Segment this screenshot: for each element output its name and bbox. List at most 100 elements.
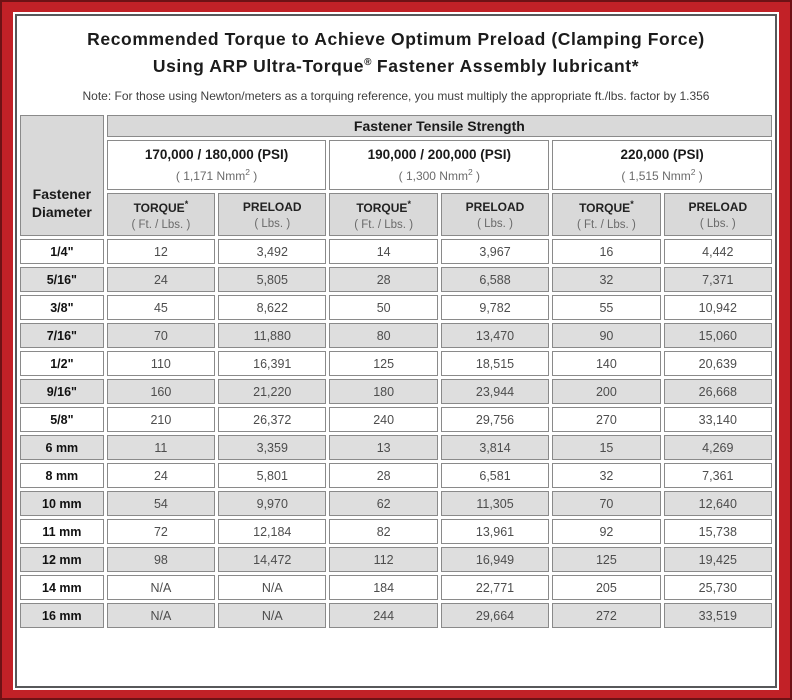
preload-value-cell: 9,970 xyxy=(218,491,327,517)
preload-value-cell: 12,184 xyxy=(218,519,327,545)
table-row: 9/16" 160 21,220 180 23,944 200 26,668 xyxy=(20,379,772,405)
torque-value-cell: 62 xyxy=(329,491,438,517)
document-panel: Recommended Torque to Achieve Optimum Pr… xyxy=(15,14,777,688)
table-row: 11 mm 72 12,184 82 13,961 92 15,738 xyxy=(20,519,772,545)
preload-value-cell: 3,967 xyxy=(440,239,550,265)
table-row: 7/16" 70 11,880 80 13,470 90 15,060 xyxy=(20,323,772,349)
preload-value-cell: 12,640 xyxy=(663,491,772,517)
preload-value-cell: 33,140 xyxy=(663,407,772,433)
preload-value-cell: 26,372 xyxy=(218,407,327,433)
preload-value-cell: N/A xyxy=(218,603,327,629)
torque-value-cell: 32 xyxy=(552,463,661,489)
table-body: 1/4" 12 3,492 14 3,967 16 4,442 5/16" 24 5,805 28 6… xyxy=(20,239,772,629)
page-title-line1: Recommended Torque to Achieve Optimum Pr… xyxy=(87,29,705,49)
torque-value-cell: 70 xyxy=(106,323,216,349)
preload-value-cell: 7,371 xyxy=(663,267,772,293)
torque-value-cell: 205 xyxy=(552,575,661,601)
note-text: Note: For those using Newton/meters as a… xyxy=(82,89,710,104)
torque-value-cell: 28 xyxy=(329,267,438,293)
psi-header-group3: 220,000 (PSI) ( 1,515 Nmm2 ) xyxy=(552,140,772,191)
preload-value-cell: 14,472 xyxy=(218,547,327,573)
preload-value-cell: 23,944 xyxy=(440,379,550,405)
torque-value-cell: 32 xyxy=(552,267,661,293)
diameter-cell: 10 mm xyxy=(20,491,104,517)
torque-value-cell: 110 xyxy=(106,351,216,377)
table-row: 5/16" 24 5,805 28 6,588 32 7,371 xyxy=(20,267,772,293)
table-row: 1/4" 12 3,492 14 3,967 16 4,442 xyxy=(20,239,772,265)
table-row: 16 mm N/A N/A 244 29,664 272 33,519 xyxy=(20,603,772,629)
preload-column-header: PRELOAD ( Lbs. ) xyxy=(663,193,772,237)
diameter-cell: 1/2" xyxy=(20,351,104,377)
preload-value-cell: 19,425 xyxy=(663,547,772,573)
torque-value-cell: 28 xyxy=(329,463,438,489)
registered-trademark-symbol: ® xyxy=(364,57,372,69)
torque-column-header: TORQUE* ( Ft. / Lbs. ) xyxy=(552,193,661,237)
preload-value-cell: 20,639 xyxy=(663,351,772,377)
preload-value-cell: 18,515 xyxy=(440,351,550,377)
group-header-tensile-strength: Fastener Tensile Strength xyxy=(106,115,772,138)
table-row: 14 mm N/A N/A 184 22,771 205 25,730 xyxy=(20,575,772,601)
torque-column-header: TORQUE* ( Ft. / Lbs. ) xyxy=(106,193,216,237)
preload-value-cell: 13,470 xyxy=(440,323,550,349)
preload-value-cell: 6,581 xyxy=(440,463,550,489)
preload-value-cell: 15,060 xyxy=(663,323,772,349)
torque-value-cell: 80 xyxy=(329,323,438,349)
diameter-cell: 16 mm xyxy=(20,603,104,629)
preload-value-cell: 26,668 xyxy=(663,379,772,405)
torque-value-cell: 210 xyxy=(106,407,216,433)
torque-value-cell: N/A xyxy=(106,575,216,601)
preload-value-cell: 29,664 xyxy=(440,603,550,629)
torque-value-cell: N/A xyxy=(106,603,216,629)
torque-value-cell: 11 xyxy=(106,435,216,461)
torque-value-cell: 90 xyxy=(552,323,661,349)
torque-column-header: TORQUE* ( Ft. / Lbs. ) xyxy=(329,193,438,237)
diameter-cell: 1/4" xyxy=(20,239,104,265)
preload-value-cell: 5,805 xyxy=(218,267,327,293)
preload-value-cell: 22,771 xyxy=(440,575,550,601)
torque-value-cell: 200 xyxy=(552,379,661,405)
torque-value-cell: 244 xyxy=(329,603,438,629)
preload-value-cell: 7,361 xyxy=(663,463,772,489)
torque-value-cell: 112 xyxy=(329,547,438,573)
psi-header-group1: 170,000 / 180,000 (PSI) ( 1,171 Nmm2 ) xyxy=(106,140,327,191)
torque-value-cell: 12 xyxy=(106,239,216,265)
preload-value-cell: 13,961 xyxy=(440,519,550,545)
torque-value-cell: 55 xyxy=(552,295,661,321)
diameter-cell: 11 mm xyxy=(20,519,104,545)
diameter-cell: 5/16" xyxy=(20,267,104,293)
preload-value-cell: 10,942 xyxy=(663,295,772,321)
preload-value-cell: 4,442 xyxy=(663,239,772,265)
preload-value-cell: 3,359 xyxy=(218,435,327,461)
psi-header-group2: 190,000 / 200,000 (PSI) ( 1,300 Nmm2 ) xyxy=(329,140,550,191)
preload-value-cell: 16,949 xyxy=(440,547,550,573)
preload-column-header: PRELOAD ( Lbs. ) xyxy=(218,193,327,237)
diameter-cell: 9/16" xyxy=(20,379,104,405)
diameter-cell: 6 mm xyxy=(20,435,104,461)
torque-value-cell: 180 xyxy=(329,379,438,405)
preload-value-cell: 6,588 xyxy=(440,267,550,293)
torque-preload-table: Fastener Diameter Fastener Tensile Stren… xyxy=(17,112,775,631)
torque-value-cell: 125 xyxy=(552,547,661,573)
torque-value-cell: 98 xyxy=(106,547,216,573)
diameter-cell: 3/8" xyxy=(20,295,104,321)
preload-value-cell: 3,492 xyxy=(218,239,327,265)
preload-value-cell: 11,880 xyxy=(218,323,327,349)
preload-value-cell: 33,519 xyxy=(663,603,772,629)
preload-value-cell: 15,738 xyxy=(663,519,772,545)
torque-value-cell: 15 xyxy=(552,435,661,461)
preload-value-cell: 8,622 xyxy=(218,295,327,321)
preload-value-cell: 3,814 xyxy=(440,435,550,461)
page-title: Recommended Torque to Achieve Optimum Pr… xyxy=(17,26,775,80)
table-row: 12 mm 98 14,472 112 16,949 125 19,425 xyxy=(20,547,772,573)
diameter-cell: 14 mm xyxy=(20,575,104,601)
torque-value-cell: 92 xyxy=(552,519,661,545)
page-title-line2: Using ARP Ultra-Torque® Fastener Assembl… xyxy=(152,56,640,77)
preload-value-cell: 9,782 xyxy=(440,295,550,321)
table-row: 1/2" 110 16,391 125 18,515 140 20,639 xyxy=(20,351,772,377)
preload-value-cell: 25,730 xyxy=(663,575,772,601)
torque-value-cell: 184 xyxy=(329,575,438,601)
preload-value-cell: 11,305 xyxy=(440,491,550,517)
torque-value-cell: 270 xyxy=(552,407,661,433)
preload-column-header: PRELOAD ( Lbs. ) xyxy=(440,193,550,237)
table-row: 3/8" 45 8,622 50 9,782 55 10,942 xyxy=(20,295,772,321)
